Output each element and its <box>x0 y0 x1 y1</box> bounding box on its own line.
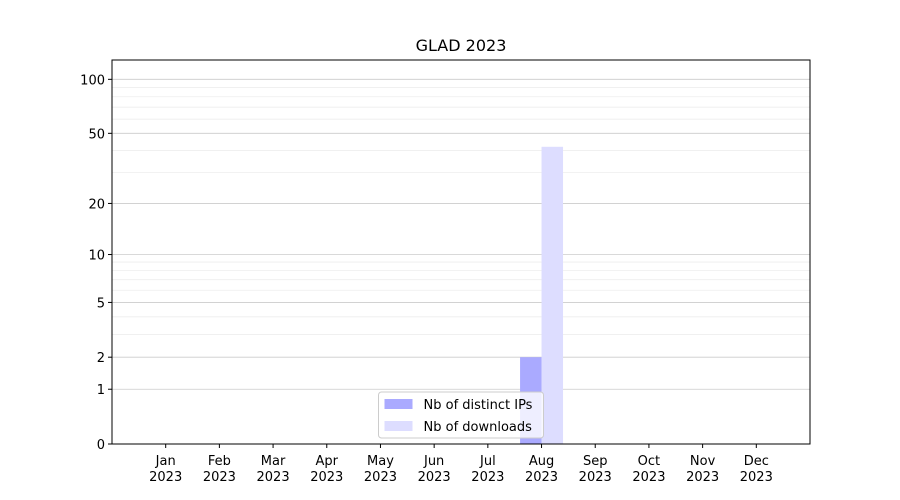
legend-label: Nb of distinct IPs <box>424 398 533 413</box>
y-tick-label: 50 <box>88 127 105 142</box>
x-tick-label: Jan 2023 <box>149 454 182 485</box>
x-tick-label: Jul 2023 <box>471 454 504 485</box>
x-tick-label: Apr 2023 <box>310 454 343 485</box>
y-tick-label: 1 <box>97 383 105 398</box>
y-tick-label: 100 <box>80 73 105 88</box>
y-tick-label: 20 <box>88 197 105 212</box>
x-tick-label: May 2023 <box>364 454 397 485</box>
x-tick-label: Sep 2023 <box>579 454 612 485</box>
legend-swatch <box>384 421 413 431</box>
x-tick-label: Mar 2023 <box>257 454 290 485</box>
legend-box <box>378 391 544 439</box>
x-tick-label: Dec 2023 <box>740 454 773 485</box>
bar <box>541 146 564 444</box>
y-tick-label: 5 <box>97 296 105 311</box>
x-tick-label: Aug 2023 <box>525 454 558 485</box>
x-tick-label: Oct 2023 <box>632 454 665 485</box>
x-tick-label: Jun 2023 <box>418 454 451 485</box>
legend: Nb of distinct IPs Nb of downloads <box>378 391 544 439</box>
y-tick-label: 2 <box>97 351 105 366</box>
x-tick-label: Nov 2023 <box>686 454 719 485</box>
plot-frame <box>111 59 811 445</box>
chart-title: GLAD 2023 <box>416 36 507 55</box>
y-tick-label: 10 <box>88 249 105 264</box>
legend-label: Nb of downloads <box>424 420 533 435</box>
y-tick-label: 0 <box>97 438 105 453</box>
legend-swatch <box>384 399 413 409</box>
x-tick-label: Feb 2023 <box>203 454 236 485</box>
